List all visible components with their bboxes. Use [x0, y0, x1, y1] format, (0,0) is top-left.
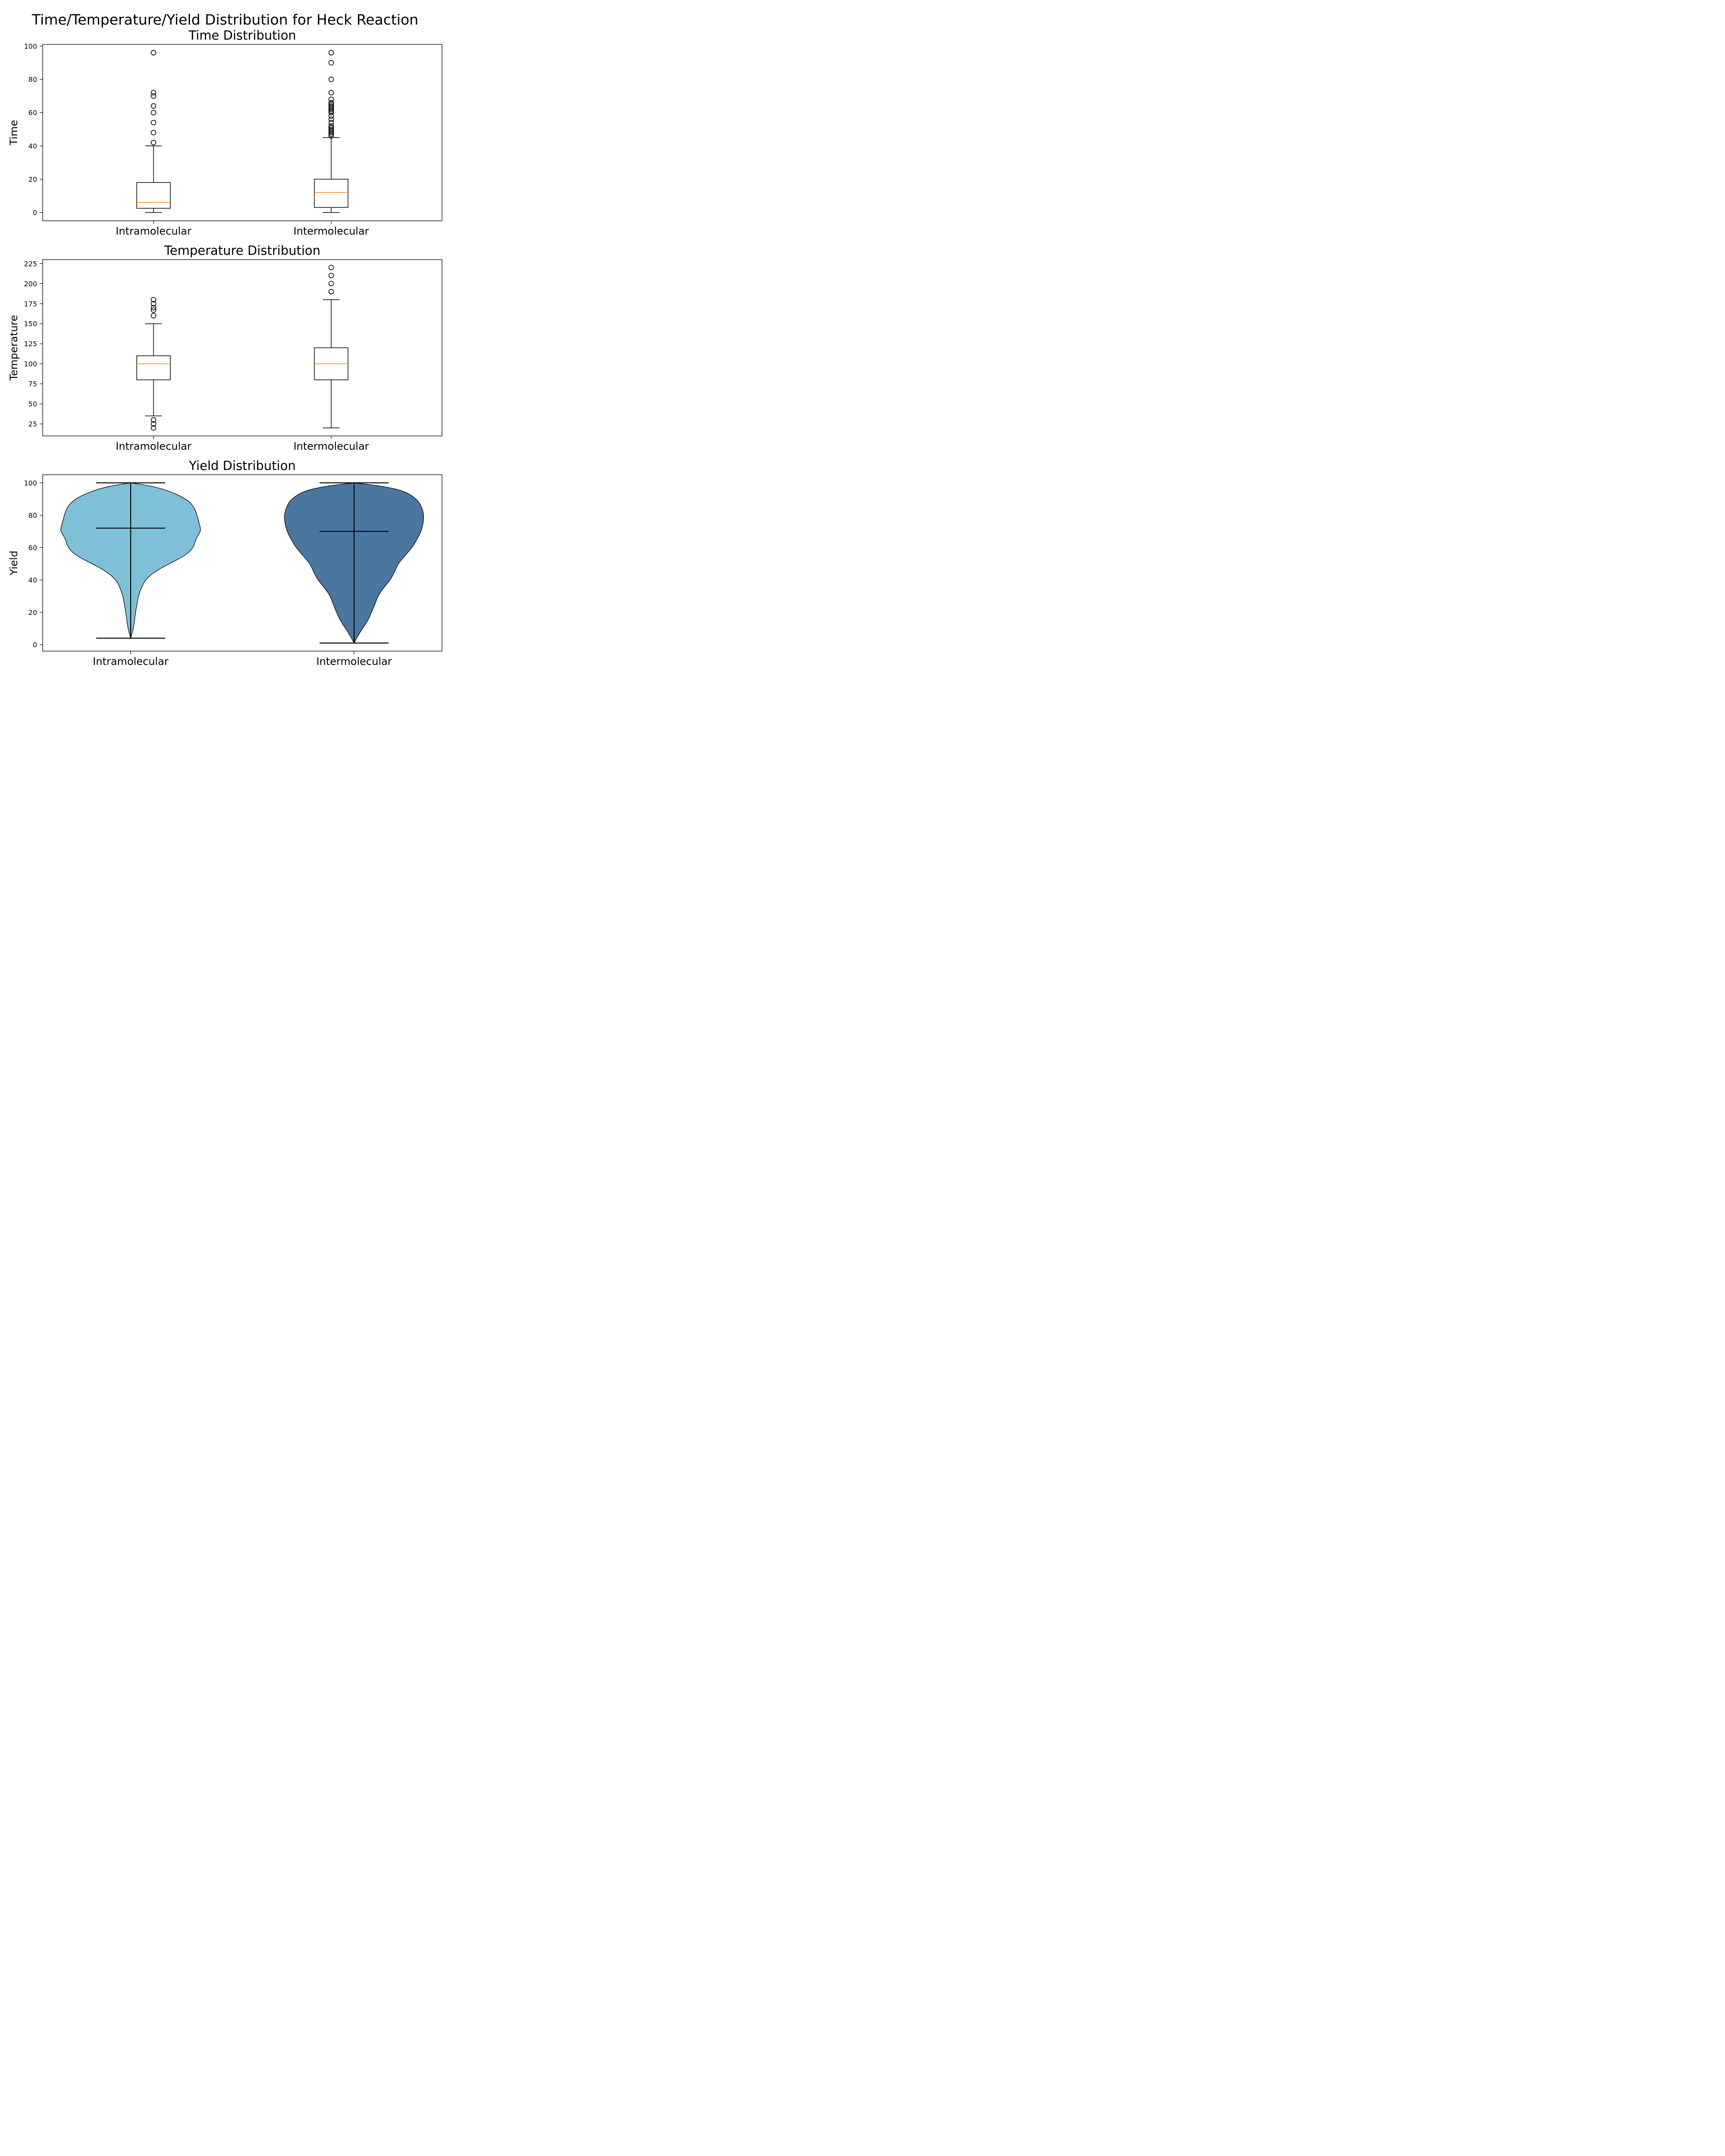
violin-intermolecular — [284, 482, 424, 644]
outlier-point — [328, 120, 334, 125]
outlier-point — [151, 307, 157, 313]
axes-frame — [42, 259, 442, 436]
outlier-point — [328, 289, 334, 295]
y-tick-label: 125 — [24, 340, 37, 348]
y-tick-label: 100 — [24, 479, 37, 487]
outlier-point — [328, 265, 334, 270]
outlier-point — [151, 93, 157, 99]
box-intermolecular — [314, 265, 348, 429]
outlier-point — [151, 110, 157, 116]
y-tick-label: 225 — [24, 260, 37, 268]
y-tick-label: 40 — [28, 142, 37, 150]
y-tick-label: 200 — [24, 280, 37, 288]
y-tick-label: 60 — [28, 109, 37, 117]
y-tick-label: 175 — [24, 300, 37, 308]
chart-panel-2: Temperature Distribution 25 50 75 100 125 150 1… — [8, 243, 442, 452]
outlier-point — [328, 123, 334, 129]
outlier-point — [151, 90, 157, 96]
chart-panels: Time Distribution 0 20 40 60 80 100 Time Intramo… — [8, 28, 442, 667]
y-tick-label: 40 — [28, 576, 37, 584]
outlier-point — [151, 140, 157, 145]
outlier-point — [328, 60, 334, 66]
y-tick-label: 60 — [28, 544, 37, 552]
x-category-label: Intermolecular — [293, 225, 369, 237]
y-axis-label: Yield — [8, 551, 20, 576]
y-tick-label: 0 — [33, 641, 37, 649]
outlier-point — [151, 50, 157, 56]
box-iqr — [136, 355, 171, 380]
chart-panel-1: Time Distribution 0 20 40 60 80 100 Time Intramo… — [8, 28, 442, 237]
outlier-point — [151, 301, 157, 307]
outlier-point — [328, 281, 334, 287]
y-tick-label: 75 — [28, 380, 37, 388]
outlier-point — [151, 305, 157, 310]
y-tick-label: 20 — [28, 608, 37, 617]
y-tick-label: 25 — [28, 420, 37, 428]
figure-suptitle: Time/Temperature/Yield Distribution for … — [31, 11, 418, 28]
x-category-label: Intramolecular — [93, 655, 169, 667]
outlier-point — [328, 103, 334, 109]
box-intermolecular — [314, 50, 348, 213]
figure: Time/Temperature/Yield Distribution for … — [0, 0, 453, 679]
box-iqr — [136, 182, 171, 209]
outlier-point — [151, 297, 157, 303]
y-tick-label: 100 — [24, 360, 37, 368]
y-tick-label: 100 — [24, 42, 37, 50]
outlier-point — [328, 50, 334, 56]
y-tick-label: 80 — [28, 511, 37, 520]
y-axis-label: Temperature — [8, 315, 20, 381]
y-tick-label: 50 — [28, 400, 37, 408]
outlier-point — [328, 90, 334, 96]
outlier-point — [328, 126, 334, 132]
panel-title: Yield Distribution — [188, 458, 295, 473]
outlier-point — [151, 417, 157, 423]
y-tick-label: 20 — [28, 175, 37, 184]
outlier-point — [151, 120, 157, 125]
box-intramolecular — [136, 50, 171, 213]
outlier-point — [151, 103, 157, 109]
outlier-point — [328, 273, 334, 279]
outlier-point — [328, 116, 334, 122]
axes-frame — [42, 474, 442, 652]
y-tick-label: 0 — [33, 209, 37, 217]
outlier-point — [151, 421, 157, 427]
panel-title: Temperature Distribution — [164, 243, 320, 258]
outlier-point — [151, 130, 157, 135]
panel-title: Time Distribution — [188, 28, 296, 43]
violin-intramolecular — [60, 482, 201, 639]
outlier-point — [328, 76, 334, 82]
chart-panel-3: Yield Distribution 0 20 40 60 80 100 Yield Intra… — [8, 458, 442, 667]
y-tick-label: 150 — [24, 320, 37, 328]
y-tick-label: 80 — [28, 75, 37, 84]
outlier-point — [328, 97, 334, 102]
x-category-label: Intermolecular — [316, 655, 392, 667]
x-category-label: Intramolecular — [116, 440, 191, 452]
x-category-label: Intramolecular — [116, 225, 191, 237]
box-iqr — [314, 179, 348, 208]
outlier-point — [151, 313, 157, 319]
box-intramolecular — [136, 297, 171, 431]
y-axis-label: Time — [8, 120, 20, 146]
x-category-label: Intermolecular — [293, 440, 369, 452]
outlier-point — [151, 425, 157, 431]
axes-frame — [42, 44, 442, 221]
outlier-point — [328, 100, 334, 106]
